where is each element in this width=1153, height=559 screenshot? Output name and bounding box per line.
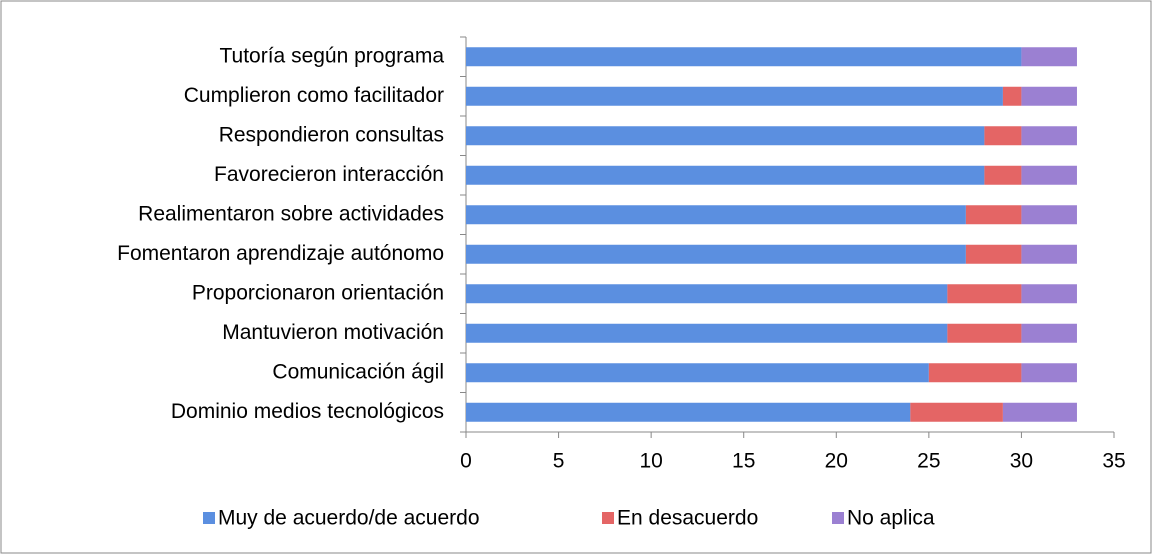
- bar-segment: [1021, 126, 1077, 146]
- legend-swatch: [832, 512, 844, 524]
- x-tick-label: 20: [825, 450, 848, 473]
- y-tick-label: Favorecieron interacción: [214, 163, 444, 186]
- bar-segment: [1002, 402, 1077, 422]
- bar-segment: [1021, 165, 1077, 185]
- y-tick-label: Tutoría según programa: [219, 44, 444, 67]
- x-tick-label: 35: [1102, 450, 1125, 473]
- x-tick-label: 5: [553, 450, 565, 473]
- bar-segment: [466, 363, 929, 383]
- bar-segment: [466, 244, 966, 264]
- y-tick-label: Cumplieron como facilitador: [184, 84, 444, 107]
- y-tick-label: Proporcionaron orientación: [192, 281, 444, 304]
- bar-segment: [1021, 363, 1077, 383]
- bar-segment: [1002, 86, 1022, 106]
- bar-segment: [910, 402, 1003, 422]
- bar-segment: [947, 284, 1022, 304]
- bar-segment: [984, 165, 1022, 185]
- x-tick-label: 10: [639, 450, 662, 473]
- bar-segment: [1021, 244, 1077, 264]
- bar-segment: [466, 126, 985, 146]
- bar-segment: [1021, 205, 1077, 225]
- bar-segment: [965, 244, 1022, 264]
- bar-segment: [466, 205, 966, 225]
- y-tick-label: Realimentaron sobre actividades: [138, 202, 444, 225]
- bar-segment: [1021, 323, 1077, 343]
- legend-label: No aplica: [847, 507, 935, 530]
- y-tick-label: Comunicación ágil: [272, 360, 444, 383]
- y-tick-label: Respondieron consultas: [219, 123, 444, 146]
- legend-swatch: [203, 512, 215, 524]
- x-tick-label: 30: [1010, 450, 1033, 473]
- bar-segment: [947, 323, 1022, 343]
- bar-segment: [928, 363, 1022, 383]
- bar-segment: [466, 402, 911, 422]
- bar-segment: [466, 284, 948, 304]
- bar-segment: [984, 126, 1022, 146]
- bar-segment: [466, 47, 1022, 67]
- bar-segment: [1021, 284, 1077, 304]
- y-tick-label: Fomentaron aprendizaje autónomo: [117, 242, 444, 265]
- legend-swatch: [602, 512, 614, 524]
- x-tick-label: 0: [460, 450, 472, 473]
- bar-segment: [466, 86, 1003, 106]
- legend-label: En desacuerdo: [617, 507, 758, 530]
- bar-segment: [1021, 86, 1077, 106]
- legend-label: Muy de acuerdo/de acuerdo: [218, 507, 480, 530]
- bar-segment: [466, 323, 948, 343]
- bar-segment: [1021, 47, 1077, 67]
- y-tick-label: Dominio medios tecnológicos: [171, 400, 444, 423]
- x-tick-label: 25: [917, 450, 940, 473]
- bar-segment: [466, 165, 985, 185]
- y-tick-label: Mantuvieron motivación: [222, 321, 444, 344]
- bar-segment: [965, 205, 1022, 225]
- x-tick-label: 15: [732, 450, 755, 473]
